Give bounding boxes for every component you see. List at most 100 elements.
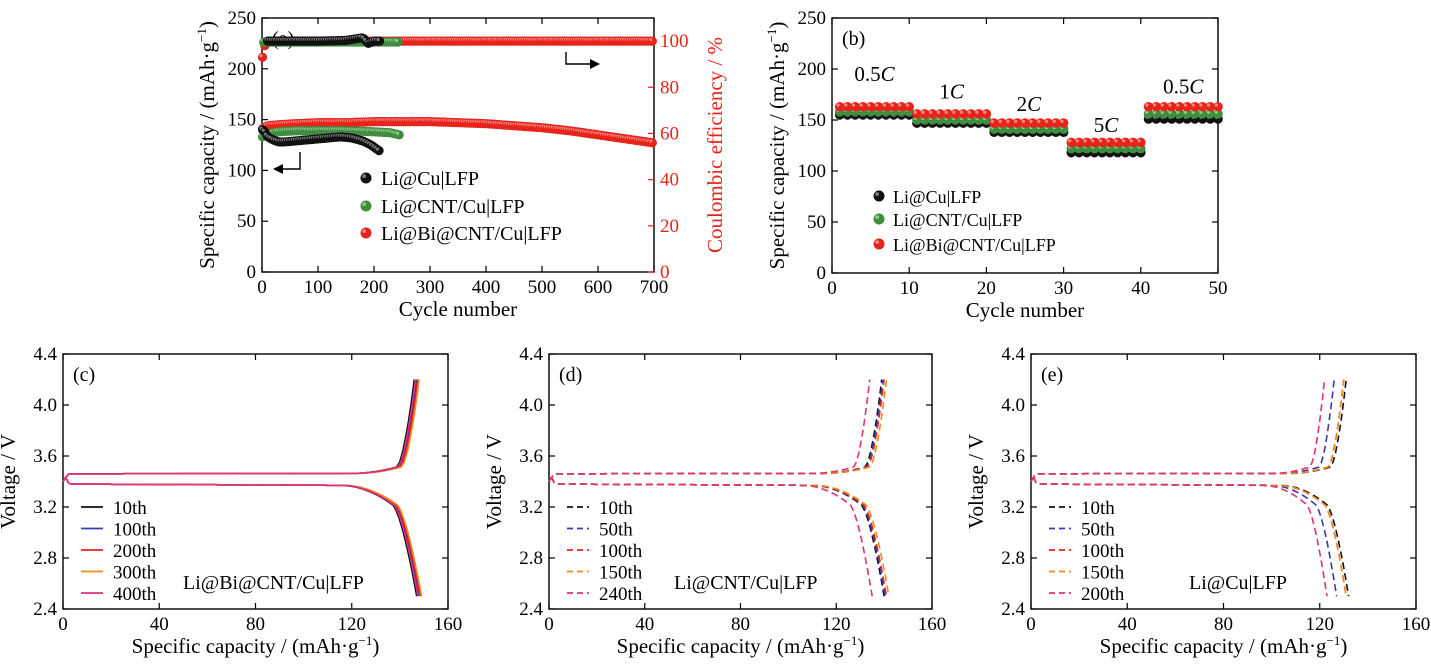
data-point — [1020, 118, 1030, 128]
data-point — [873, 101, 884, 112]
y-axis-label: Specific capacity / (mAh·g−1) — [194, 21, 219, 269]
y-tick-label: 2.8 — [33, 548, 57, 569]
legend-label: 400th — [113, 584, 157, 605]
legend-marker — [873, 238, 885, 250]
y-tick-label: 100 — [798, 161, 827, 182]
legend: Li@Cu|LFP Li@CNT/Cu|LFP Li@Bi@CNT/Cu|LFP — [873, 187, 1056, 255]
series-li-bi-cnt-cu-lfp — [257, 117, 657, 148]
charge-curve — [1030, 379, 1345, 482]
y-tick-label: 3.6 — [519, 446, 543, 467]
data-point — [904, 101, 914, 112]
charge-curve — [548, 379, 871, 482]
legend-marker — [873, 213, 885, 225]
x-tick-label: 160 — [918, 614, 947, 635]
x-tick-label: 600 — [584, 277, 613, 298]
charge-curve — [548, 379, 885, 482]
legend-label: 150th — [599, 563, 643, 584]
data-point — [888, 101, 899, 112]
y-tick-label: 3.2 — [33, 497, 57, 518]
y-tick-label: 2.8 — [1001, 548, 1025, 569]
curve-50th — [1030, 379, 1338, 597]
y-tick-label: 4.0 — [519, 395, 543, 416]
y-tick-label: 200 — [228, 59, 257, 80]
data-point — [1174, 101, 1185, 112]
y-tick-label: 0 — [817, 263, 827, 284]
x-tick-label: 0 — [58, 614, 68, 635]
data-point — [896, 101, 907, 112]
data-point — [989, 118, 999, 128]
arrow-head — [590, 59, 600, 69]
charge-curve — [1030, 379, 1345, 482]
data-point — [1182, 101, 1192, 112]
data-point — [981, 109, 992, 119]
data-point — [966, 109, 976, 119]
data-point — [1128, 137, 1138, 148]
series-li-bi-cnt-cu-lfp — [834, 101, 1223, 148]
data-point — [1043, 118, 1053, 128]
x-tick-label: 120 — [338, 614, 367, 635]
legend-label: 50th — [1081, 520, 1115, 541]
y-axis-label: Voltage / V — [964, 434, 988, 529]
charge-curve — [62, 379, 420, 482]
discharge-curve — [64, 476, 419, 597]
arrow-head — [273, 164, 283, 174]
x-tick-label: 400 — [472, 277, 501, 298]
data-point — [1035, 118, 1046, 128]
charge-curve — [1030, 379, 1335, 482]
legend-label: Li@Bi@CNT/Cu|LFP — [381, 223, 562, 245]
data-point — [858, 101, 868, 112]
legend-label: Li@CNT/Cu|LFP — [381, 196, 525, 218]
x-tick-label: 10 — [900, 278, 919, 299]
x-tick-label: 0 — [827, 278, 837, 299]
y-tick-label: 4.0 — [1001, 395, 1025, 416]
data-point — [375, 36, 385, 46]
x-tick-label: 80 — [246, 614, 265, 635]
legend-label: Li@Cu|LFP — [893, 187, 981, 207]
y2-axis-label: Coulombic efficiency / % — [703, 37, 727, 253]
legend-label: 100th — [113, 520, 157, 541]
data-point — [912, 109, 922, 119]
charge-curve — [62, 379, 419, 482]
x-tick-label: 80 — [731, 614, 750, 635]
y-axis-label: Specific capacity / (mAh·g−1) — [764, 22, 789, 270]
y-tick-label: 150 — [798, 110, 827, 131]
y-tick-label: 3.6 — [33, 446, 57, 467]
series-li-cnt-cu-lfp — [257, 126, 404, 142]
y-tick-label: 2.4 — [33, 599, 57, 620]
y-axis-label: Voltage / V — [482, 434, 506, 529]
y-tick-label: 3.6 — [1001, 446, 1025, 467]
panel-b: 0 10 20 30 40 50 0 50 100 150 200 250 Cycle number Sp… — [764, 8, 1227, 322]
x-axis-label: Specific capacity / (mAh·g−1) — [617, 633, 865, 658]
charge-curve — [1030, 379, 1326, 482]
y-tick-label: 2.4 — [1001, 599, 1025, 620]
data-point — [1143, 109, 1154, 119]
rate-label: 0.5C — [854, 62, 895, 86]
legend-label: Li@Bi@CNT/Cu|LFP — [893, 235, 1056, 255]
legend-label: 240th — [599, 584, 643, 605]
x-tick-label: 120 — [1306, 614, 1335, 635]
data-point — [1058, 118, 1069, 128]
panel-e: 0 40 80 120 160 2.4 2.8 3.2 3.6 4.0 4.4 Specific ca… — [964, 344, 1430, 658]
y-tick-label: 3.2 — [519, 497, 543, 518]
x-axis-label: Specific capacity / (mAh·g−1) — [132, 633, 380, 658]
data-point — [647, 138, 657, 148]
data-point — [394, 130, 404, 140]
data-point — [958, 109, 969, 119]
y2-tick-label: 60 — [660, 123, 679, 144]
x-axis-label: Cycle number — [966, 298, 1084, 322]
legend-label: 10th — [599, 498, 633, 519]
y-tick-label: 200 — [798, 59, 827, 80]
panel-c: 0 40 80 120 160 2.4 2.8 3.2 3.6 4.0 4.4 Specific ca… — [0, 344, 462, 658]
charge-curve — [548, 379, 883, 482]
data-point — [1166, 109, 1177, 119]
x-tick-label: 80 — [1214, 614, 1233, 635]
curve-200th — [1030, 379, 1328, 597]
data-point — [1190, 109, 1200, 119]
curve-400th — [62, 379, 419, 597]
data-point — [257, 52, 268, 62]
x-tick-label: 300 — [416, 277, 445, 298]
axis-arrows — [273, 52, 600, 174]
